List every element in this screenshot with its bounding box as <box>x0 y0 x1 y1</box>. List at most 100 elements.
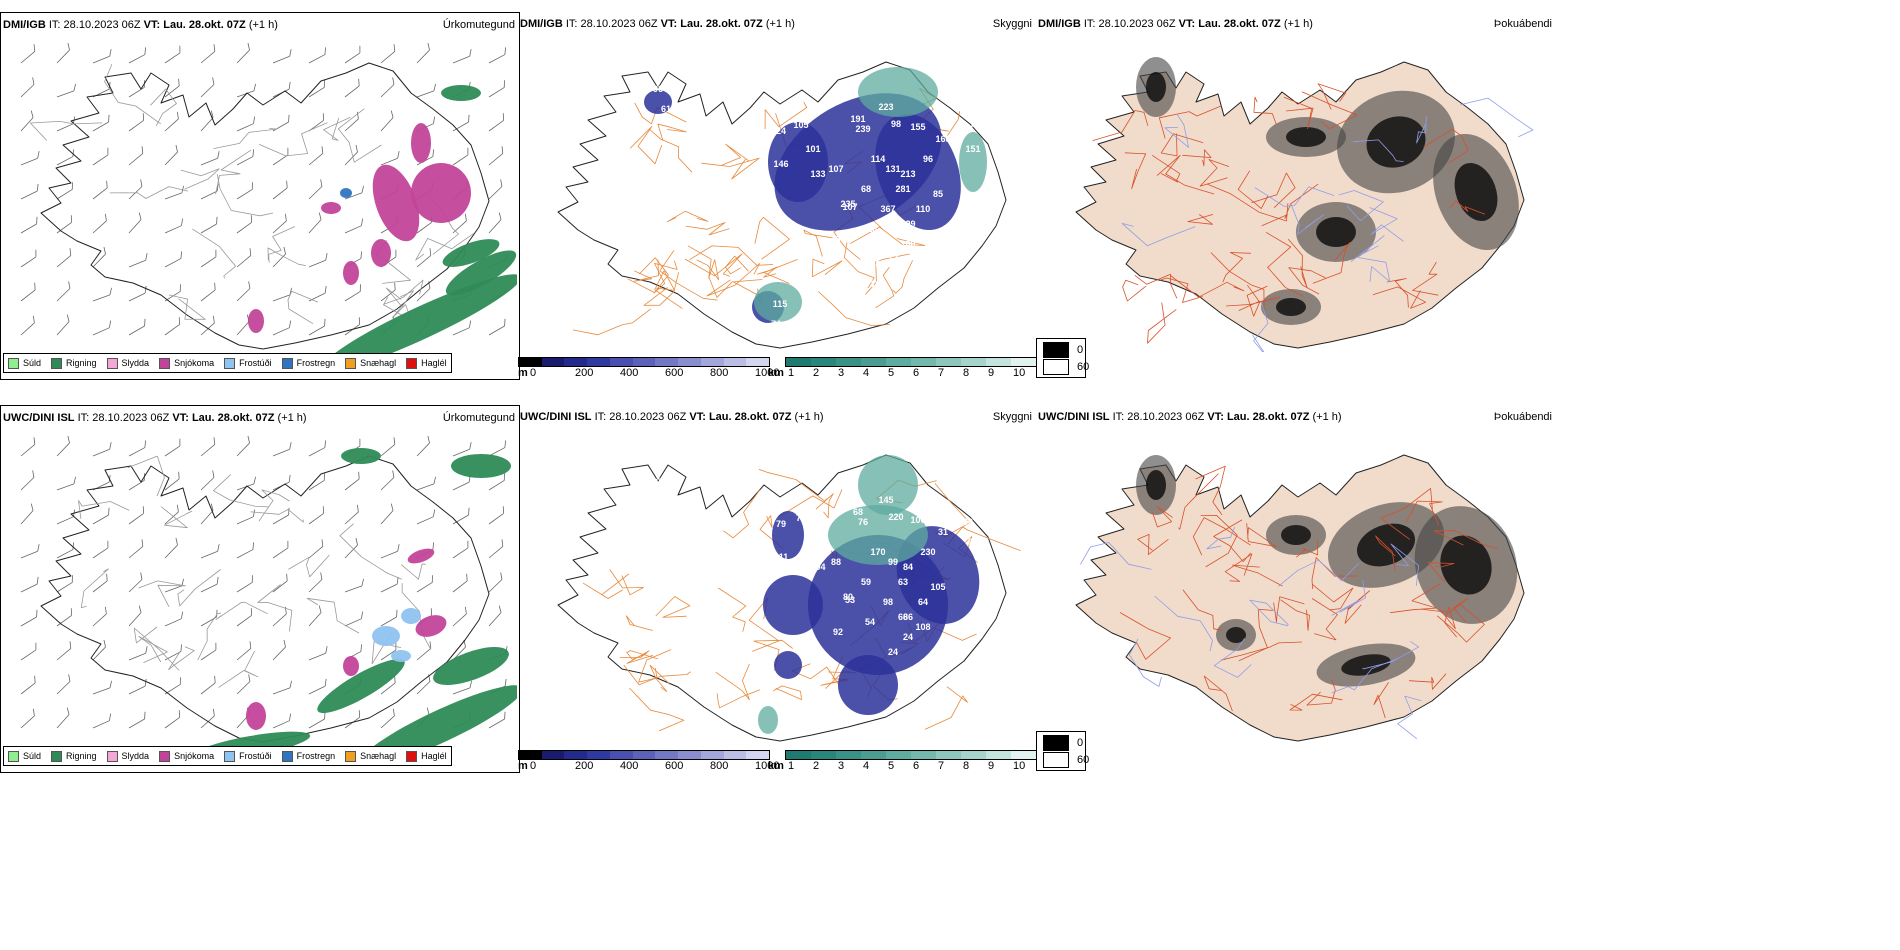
it-label: IT: <box>565 18 578 30</box>
iceland-precip-map <box>20 435 517 746</box>
fog-scale-swatch <box>1043 752 1069 768</box>
colorbar-tick: 400 <box>620 367 639 378</box>
legend-swatch <box>51 357 63 369</box>
visibility-value-label: 92 <box>833 627 843 637</box>
colorbar-bin <box>911 751 936 759</box>
visibility-value-label: 68 <box>853 507 863 517</box>
visibility-value-label: 235 <box>840 199 855 209</box>
legend-swatch <box>159 357 171 369</box>
it-value: 28.10.2023 06Z <box>92 412 170 424</box>
visibility-value-label: 90 <box>963 517 973 527</box>
colorbar-tick: 600 <box>665 367 684 378</box>
colorbar-tick: 1000 <box>755 760 780 771</box>
fog-scale-swatch <box>1043 342 1069 358</box>
visibility-value-label: 105 <box>793 120 808 130</box>
vt-value: Lau. 28.okt. 07Z <box>680 18 763 30</box>
iceland-fog-map <box>1075 57 1534 352</box>
colorbar-bin <box>886 358 911 366</box>
colorbar-tick: 600 <box>665 760 684 771</box>
colorbar-bin <box>564 358 588 366</box>
colorbar-bin <box>936 358 961 366</box>
visibility-value-label: 155 <box>910 122 925 132</box>
colorbar-tick: 8 <box>963 760 970 771</box>
it-value: 28.10.2023 06Z <box>580 18 658 30</box>
visibility-value-label: 367 <box>880 204 895 214</box>
visibility-value-label: 213 <box>900 169 915 179</box>
legend-label: Haglél <box>421 751 447 761</box>
legend-label: Súld <box>23 751 42 761</box>
visibility-value-label: 165 <box>870 279 885 289</box>
legend-item: Snæhagl <box>345 750 397 762</box>
colorbar-tick: 5 <box>888 367 895 378</box>
model-name: DMI/IGB <box>1038 18 1081 30</box>
legend-label: Snæhagl <box>360 358 397 368</box>
colorbar-km <box>785 357 1036 367</box>
it-label: IT: <box>1112 411 1125 423</box>
visibility-value-label: 61 <box>661 104 671 114</box>
visibility-value-label: 102 <box>915 229 930 239</box>
colorbar-tick: 1 <box>788 760 795 771</box>
legend-item: Snjókoma <box>159 357 214 369</box>
visibility-value-label: 133 <box>810 169 825 179</box>
legend-swatch <box>8 750 19 762</box>
colorbar-tick: 7 <box>938 760 945 771</box>
colorbar-bin <box>786 358 811 366</box>
colorbar-bin <box>786 751 811 759</box>
lead-time: (+1 h) <box>1312 411 1342 423</box>
legend-label: Frostregn <box>296 358 336 368</box>
colorbar-tick: 8 <box>963 367 970 378</box>
colorbar-tick: 0 <box>530 760 537 771</box>
colorbar-unit-m: m <box>518 367 528 378</box>
fog-panel-bottom: UWC/DINI ISL IT: 28.10.2023 06Z VT: Lau.… <box>1036 405 1556 771</box>
visibility-value-label: 80 <box>843 592 853 602</box>
panel-title: Skyggni <box>992 411 1032 423</box>
visibility-value-label: 64 <box>918 597 928 607</box>
visibility-value-label: 170 <box>870 547 885 557</box>
visibility-value-label: 281 <box>895 184 910 194</box>
colorbar-unit-km: km <box>768 760 784 771</box>
vt-value: Lau. 28.okt. 07Z <box>708 411 792 423</box>
lead-time: (+1 h) <box>277 412 307 424</box>
visibility-value-label: 101 <box>805 144 820 154</box>
legend-swatch <box>345 750 357 762</box>
panel-header: UWC/DINI ISL IT: 28.10.2023 06Z VT: Lau.… <box>1038 410 1552 424</box>
visibility-value-label: 105 <box>930 582 945 592</box>
colorbar-bin <box>986 751 1011 759</box>
fog-scale-swatch <box>1043 735 1069 751</box>
visibility-value-label: 230 <box>920 547 935 557</box>
colorbar-bin <box>632 358 656 366</box>
visibility-value-label: 191 <box>850 114 865 124</box>
colorbar-unit-m: m <box>518 760 528 771</box>
precip-legend: Súld Rigning Slydda Snjókoma Frostúði Frostre… <box>3 353 452 373</box>
fog-scale-legend: 0 60 <box>1036 731 1089 771</box>
colorbar-bin <box>961 358 986 366</box>
colorbar-tick: 4 <box>863 367 870 378</box>
colorbar-bin <box>519 751 542 759</box>
model-name: UWC/DINI ISL <box>3 412 75 424</box>
visibility-value-label: 93 <box>661 497 671 507</box>
colorbar-bin <box>632 751 656 759</box>
colorbar-tick: 5 <box>888 760 895 771</box>
legend-label: Snjókoma <box>174 751 215 761</box>
visibility-value-label: 85 <box>933 189 943 199</box>
colorbar-bin <box>1011 358 1036 366</box>
panel-title: Úrkomutegund <box>442 412 515 424</box>
precip-legend: Súld Rigning Slydda Snjókoma Frostúði Frostre… <box>3 746 452 766</box>
visibility-value-label: 53 <box>845 595 855 605</box>
visibility-value-label: 54 <box>865 617 875 627</box>
colorbar-tick: 800 <box>710 760 729 771</box>
fog-scale-legend: 0 60 <box>1036 338 1090 378</box>
legend-item: Snjókoma <box>159 750 215 762</box>
visibility-value-label: 71 <box>968 537 978 547</box>
colorbar-bin <box>587 751 610 759</box>
legend-swatch <box>281 750 293 762</box>
legend-item: Slydda <box>106 357 149 369</box>
vt-label: VT: <box>689 411 706 423</box>
visibility-value-label: 239 <box>855 124 870 134</box>
legend-swatch <box>281 357 293 369</box>
colorbar-bin <box>655 358 679 366</box>
colorbar-bin <box>609 751 633 759</box>
legend-label: Snæhagl <box>360 751 397 761</box>
fog-scale-label: 60 <box>1077 361 1090 373</box>
visibility-value-label: 131 <box>885 164 900 174</box>
